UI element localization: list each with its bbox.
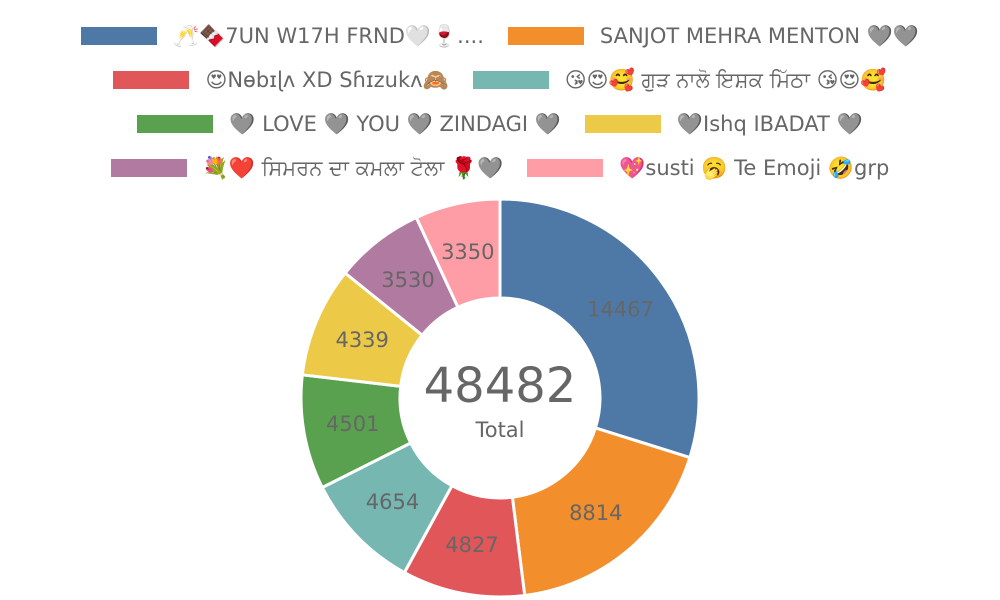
slice[interactable] — [510, 426, 692, 598]
slices-group — [299, 197, 701, 599]
legend-row: 💐❤️ ਸਿਮਰਨ ਦਾ ਕਮਲਾ ਟੋਲਾ 🌹🩶 💖susti 🥱 Te Emo… — [0, 146, 1000, 190]
slice-value-label: 3530 — [381, 268, 434, 292]
legend: 🥂🍫7UN W17H FRND🤍🍷.... SANJOT MEHRA MENTON… — [0, 14, 1000, 190]
slice-value-label: 4501 — [326, 412, 379, 436]
legend-item[interactable]: SANJOT MEHRA MENTON 🩶🩶 — [507, 23, 920, 49]
slice-value-label: 4654 — [366, 490, 419, 514]
slice-value-label: 4339 — [335, 328, 388, 352]
legend-item[interactable]: 😍Nɵbɪɭʌ XD Sɦɪzukʌ🙈 — [113, 67, 449, 93]
slice-value-label: 4827 — [445, 533, 498, 557]
legend-swatch — [527, 159, 604, 177]
legend-label: 💐❤️ ਸਿਮਰਨ ਦਾ ਕਮਲਾ ਟੋਲਾ 🌹🩶 — [202, 155, 504, 180]
legend-swatch — [113, 71, 190, 89]
legend-item[interactable]: 💖susti 🥱 Te Emoji 🤣grp — [527, 156, 889, 181]
legend-swatch — [137, 115, 214, 133]
legend-label: 😘😍🥰 ਗੁੜ ਨਾਲੋ ਇਸ਼ਕ ਮਿੱਠਾ 😘😍🥰 — [564, 67, 887, 92]
slice-value-label: 8814 — [569, 501, 622, 525]
legend-swatch — [80, 27, 157, 45]
slice[interactable] — [498, 197, 701, 460]
legend-label: 🥂🍫7UN W17H FRND🤍🍷.... — [172, 23, 484, 48]
legend-item[interactable]: 😘😍🥰 ਗੁੜ ਨਾਲੋ ਇਸ਼ਕ ਮਿੱਠਾ 😘😍🥰 — [472, 67, 887, 93]
slice-value-label: 14467 — [587, 298, 654, 322]
center-caption: Total — [474, 418, 524, 442]
legend-label: 💖susti 🥱 Te Emoji 🤣grp — [619, 155, 890, 180]
legend-swatch — [110, 159, 187, 177]
legend-label: 🩶Ishq IBADAT 🩶 — [676, 111, 863, 136]
legend-row: 🥂🍫7UN W17H FRND🤍🍷.... SANJOT MEHRA MENTON… — [0, 14, 1000, 58]
legend-label: 😍Nɵbɪɭʌ XD Sɦɪzukʌ🙈 — [205, 67, 449, 92]
legend-row: 🩶 LOVE 🩶 YOU 🩶 ZINDAGI 🩶 🩶Ishq IBADAT 🩶 — [0, 102, 1000, 146]
legend-label: SANJOT MEHRA MENTON 🩶🩶 — [599, 23, 920, 48]
legend-item[interactable]: 🩶 LOVE 🩶 YOU 🩶 ZINDAGI 🩶 — [137, 112, 561, 137]
center-total: 48482 — [424, 358, 577, 414]
legend-item[interactable]: 💐❤️ ਸਿਮਰਨ ਦਾ ਕਮਲਾ ਟੋਲਾ 🌹🩶 — [110, 155, 504, 181]
legend-swatch — [507, 27, 584, 45]
legend-item[interactable]: 🩶Ishq IBADAT 🩶 — [584, 111, 863, 137]
legend-row: 😍Nɵbɪɭʌ XD Sɦɪzukʌ🙈 😘😍🥰 ਗੁੜ ਨਾਲੋ ਇਸ਼ਕ ਮਿੱ… — [0, 58, 1000, 102]
legend-label: 🩶 LOVE 🩶 YOU 🩶 ZINDAGI 🩶 — [229, 111, 561, 136]
slice[interactable] — [414, 197, 502, 310]
legend-item[interactable]: 🥂🍫7UN W17H FRND🤍🍷.... — [80, 23, 484, 49]
legend-swatch — [584, 115, 661, 133]
slice-value-label: 3350 — [441, 240, 494, 264]
legend-swatch — [472, 71, 549, 89]
slice-labels-group: 14467 8814 4827 4654 4501 4339 3530 3350 — [326, 240, 654, 557]
